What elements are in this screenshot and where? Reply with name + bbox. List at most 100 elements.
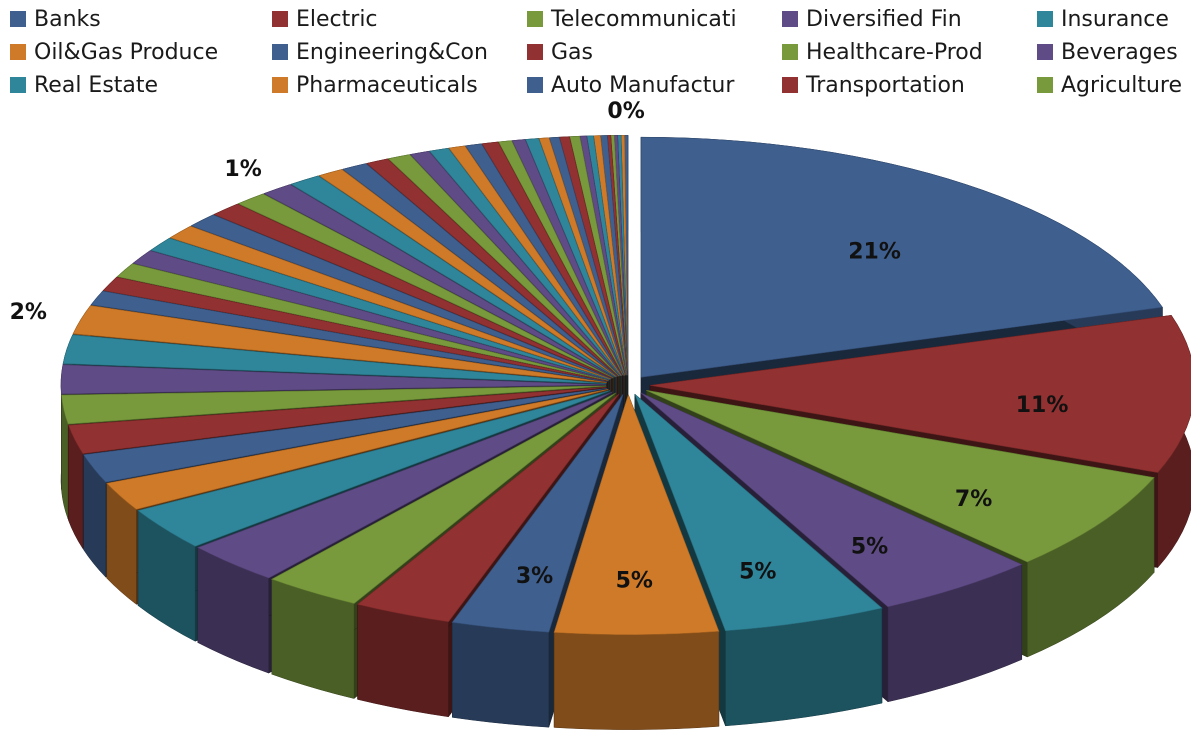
slice-top: [356, 393, 620, 623]
slice-top: [559, 136, 626, 376]
slice-top: [569, 135, 627, 376]
slice-top: [553, 393, 720, 635]
slice-top: [579, 135, 627, 376]
legend-swatch: [782, 44, 798, 60]
data-label: 11%: [1016, 393, 1069, 418]
slice-top: [634, 393, 883, 632]
slice-top: [169, 225, 611, 380]
slice-top: [511, 139, 625, 376]
chart-legend: Banks Electric Telecommunicati Diversified …: [10, 6, 1191, 106]
slice-top: [366, 158, 619, 377]
slice-top: [61, 385, 607, 425]
slice-top: [132, 250, 610, 381]
legend-label: Healthcare-Prod: [806, 39, 983, 65]
legend-item-auto-manufactur: Auto Manufactur: [527, 72, 734, 98]
slice-rim: [553, 631, 720, 730]
data-label: 2%: [10, 300, 47, 325]
legend-item-telecommunicati: Telecommunicati: [527, 6, 737, 32]
slice-top: [548, 136, 626, 376]
legend-swatch: [527, 77, 543, 93]
legend-label: Electric: [296, 6, 378, 32]
legend-label: Agriculture: [1061, 72, 1182, 98]
legend-label: Telecommunicati: [551, 6, 737, 32]
slice-top: [68, 386, 607, 454]
slice-top: [525, 138, 625, 376]
legend-item-real-estate: Real Estate: [10, 72, 158, 98]
slice-top: [646, 390, 1155, 563]
slice-top: [213, 203, 613, 379]
legend-swatch: [272, 44, 288, 60]
data-label: 1%: [224, 157, 261, 182]
slice-top: [481, 141, 623, 376]
slice-top: [640, 392, 1023, 608]
legend-swatch: [527, 44, 543, 60]
legend-swatch: [1037, 44, 1053, 60]
legend-swatch: [272, 11, 288, 27]
slice-top: [640, 136, 1163, 378]
slice-top: [387, 154, 620, 377]
legend-swatch: [1037, 77, 1053, 93]
slice-top: [290, 175, 616, 378]
legend-label: Transportation: [806, 72, 965, 98]
legend-item-beverages: Beverages: [1037, 39, 1178, 65]
slice-top: [237, 193, 614, 379]
slice-top: [342, 163, 618, 377]
legend-item-oil-gas-produce: Oil&Gas Produce: [10, 39, 218, 65]
legend-swatch: [272, 77, 288, 93]
slice-top: [106, 389, 609, 510]
legend-item-engineering-con: Engineering&Con: [272, 39, 488, 65]
slice-top: [464, 143, 623, 376]
slice-top: [60, 364, 607, 395]
legend-item-electric: Electric: [272, 6, 378, 32]
legend-label: Real Estate: [34, 72, 159, 98]
data-label: 5%: [739, 560, 776, 585]
slice-rim: [357, 604, 449, 718]
legend-item-gas: Gas: [527, 39, 593, 65]
legend-label: Beverages: [1061, 39, 1178, 65]
slice-top: [451, 394, 624, 633]
slice-top: [90, 290, 608, 382]
slice-top: [271, 392, 616, 604]
legend-swatch: [782, 11, 798, 27]
slice-top: [137, 390, 611, 547]
slice-top: [150, 237, 610, 380]
slice-top: [429, 147, 621, 377]
legend-label: Engineering&Con: [296, 39, 488, 65]
legend-item-agriculture: Agriculture: [1037, 72, 1182, 98]
slice-top: [197, 391, 613, 579]
legend-item-healthcare-prod: Healthcare-Prod: [782, 39, 983, 65]
legend-item-transportation: Transportation: [782, 72, 965, 98]
legend-label: Insurance: [1061, 6, 1169, 32]
slice-top: [83, 387, 608, 483]
slice-top: [498, 140, 624, 376]
legend-item-diversified-fin: Diversified Fin: [782, 6, 962, 32]
slice-top: [538, 137, 626, 376]
legend-label: Gas: [551, 39, 593, 65]
data-label: 3%: [516, 564, 553, 589]
slice-top: [62, 334, 607, 384]
slice-top: [190, 214, 612, 379]
legend-label: Auto Manufactur: [551, 72, 735, 98]
data-label: 21%: [848, 240, 901, 265]
legend-swatch: [10, 77, 26, 93]
pie-slice-5: [553, 393, 720, 730]
slice-top: [448, 145, 622, 376]
legend-label: Oil&Gas Produce: [34, 39, 219, 65]
slice-top: [649, 315, 1191, 473]
slice-top: [409, 150, 621, 377]
slice-top: [102, 276, 608, 382]
data-label: 5%: [851, 535, 888, 560]
legend-swatch: [10, 44, 26, 60]
legend-label: Diversified Fin: [806, 6, 962, 32]
legend-label: Pharmaceuticals: [296, 72, 478, 98]
legend-item-insurance: Insurance: [1037, 6, 1169, 32]
slice-top: [263, 184, 615, 378]
legend-label: Banks: [34, 6, 101, 32]
legend-item-pharmaceuticals: Pharmaceuticals: [272, 72, 478, 98]
legend-item-banks: Banks: [10, 6, 101, 32]
slice-rim: [452, 622, 550, 728]
legend-swatch: [1037, 11, 1053, 27]
slice-top: [72, 305, 607, 383]
legend-swatch: [782, 77, 798, 93]
